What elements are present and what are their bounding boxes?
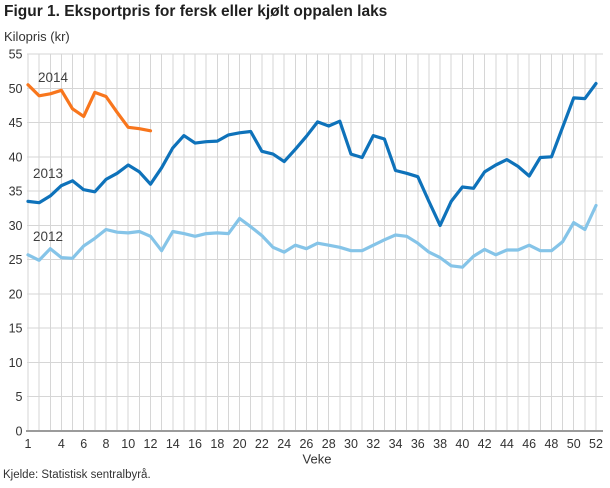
figure-title: Figur 1. Eksportpris for fersk eller kjø… [4,3,388,20]
y-tick-label: 45 [9,116,23,130]
y-tick-label: 30 [9,219,23,233]
x-tick-label: 20 [233,437,247,451]
x-tick-label: 34 [389,437,403,451]
x-tick-label: 30 [344,437,358,451]
x-tick-label: 46 [522,437,536,451]
x-tick-label: 48 [544,437,558,451]
x-tick-label: 40 [455,437,469,451]
y-axis-title: Kilopris (kr) [4,29,70,44]
x-tick-label: 22 [255,437,269,451]
x-tick-label: 32 [366,437,380,451]
x-tick-label: 12 [144,437,158,451]
series-label-2013: 2013 [33,166,63,181]
y-tick-labels: 0 5 10 15 20 25 30 35 40 45 50 55 [9,48,23,439]
x-tick-label: 10 [121,437,135,451]
x-tick-label: 42 [478,437,492,451]
x-tick-label: 36 [411,437,425,451]
x-tick-label: 16 [188,437,202,451]
x-tick-label: 44 [500,437,514,451]
x-tick-label: 28 [322,437,336,451]
x-tick-label: 8 [102,437,109,451]
x-tick-label: 14 [166,437,180,451]
y-tick-label: 50 [9,82,23,96]
x-tick-label: 38 [433,437,447,451]
x-axis-title: Veke [303,452,332,467]
source-note: Kjelde: Statistisk sentralbyrå. [3,469,151,481]
series-line-2013 [26,81,598,227]
series-line-2012 [26,203,598,269]
y-tick-label: 40 [9,150,23,164]
x-tick-label: 1 [25,437,32,451]
x-tick-label: 4 [58,437,65,451]
y-tick-label: 35 [9,185,23,199]
x-tick-label: 26 [299,437,313,451]
x-tick-label: 6 [80,437,87,451]
x-tick-label: 24 [277,437,291,451]
y-tick-label: 10 [9,356,23,370]
x-tick-label: 18 [210,437,224,451]
y-tick-label: 20 [9,287,23,301]
x-tick-label: 52 [589,437,603,451]
series-label-2014: 2014 [38,70,69,85]
series-line-2014 [26,83,153,133]
y-tick-label: 5 [16,390,23,404]
series-label-2012: 2012 [33,229,63,244]
y-tick-label: 25 [9,253,23,267]
y-tick-label: 15 [9,322,23,336]
y-tick-label: 0 [16,425,23,439]
x-tick-label: 50 [567,437,581,451]
y-tick-label: 55 [9,48,23,62]
x-tick-labels: 1 4 6 8 10 12 14 16 18 20 22 24 26 28 30 32 34 36 38 40 42 44… [25,437,603,451]
gridlines [27,53,603,431]
